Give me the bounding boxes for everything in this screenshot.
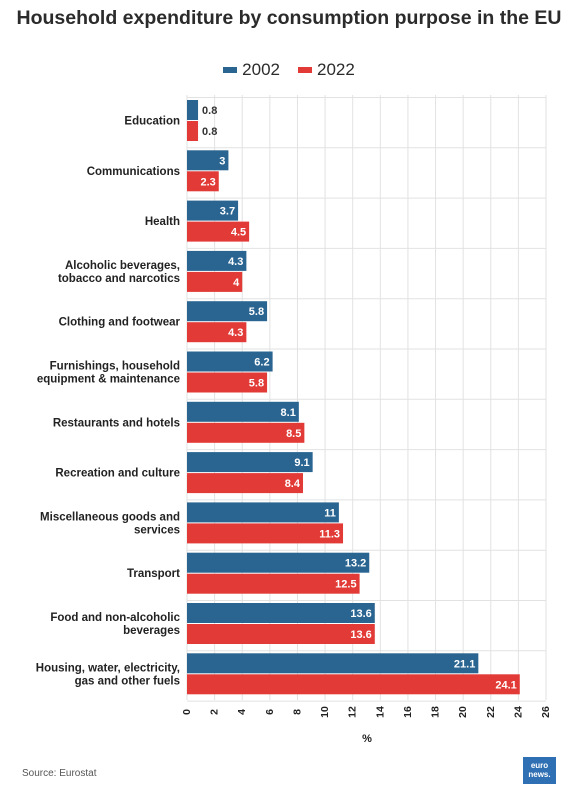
bar-2022 bbox=[187, 624, 375, 644]
x-tick-label: 6 bbox=[264, 709, 276, 715]
bar-2022 bbox=[187, 473, 303, 494]
bar-value-label: 24.1 bbox=[495, 679, 516, 691]
bar-value-label: 13.6 bbox=[350, 629, 371, 641]
x-tick-label: 12 bbox=[347, 706, 359, 718]
x-tick-label: 10 bbox=[319, 706, 331, 718]
logo-line-2: news. bbox=[528, 770, 551, 779]
category-label: equipment & maintenance bbox=[37, 374, 180, 386]
bar-value-label: 5.8 bbox=[249, 378, 264, 390]
bar-value-label: 0.8 bbox=[202, 126, 217, 138]
logo-line-1: euro bbox=[530, 761, 549, 770]
bar-value-label: 2.3 bbox=[200, 176, 215, 188]
bar-2002 bbox=[187, 401, 299, 422]
legend-item-2022: 2022 bbox=[298, 60, 355, 80]
bar-value-label: 21.1 bbox=[454, 658, 475, 670]
bar-value-label: 8.1 bbox=[281, 407, 296, 419]
x-axis-label: % bbox=[362, 733, 372, 745]
bar-2002 bbox=[187, 502, 339, 523]
euronews-logo: euro news. bbox=[523, 757, 556, 784]
category-label: Furnishings, household bbox=[50, 361, 180, 373]
category-label: Transport bbox=[127, 568, 180, 580]
bar-2022 bbox=[187, 422, 305, 443]
category-label: Miscellaneous goods and bbox=[40, 511, 180, 523]
bar-value-label: 11 bbox=[324, 507, 336, 519]
bar-value-label: 3 bbox=[219, 155, 225, 167]
x-tick-label: 14 bbox=[374, 706, 386, 718]
bar-2022 bbox=[187, 674, 520, 695]
bar-2002 bbox=[187, 653, 479, 674]
chart-title: Household expenditure by consumption pur… bbox=[16, 7, 562, 29]
category-label: Housing, water, electricity, bbox=[36, 662, 180, 674]
bar-value-label: 8.4 bbox=[285, 478, 301, 490]
bar-2002 bbox=[187, 351, 273, 372]
bar-chart: 0.8 0.8 Education 3 2.3 Communications 3.7 4.5 H… bbox=[36, 95, 552, 745]
bar-2002 bbox=[187, 603, 375, 623]
category-label: beverages bbox=[123, 625, 180, 637]
legend-item-2002: 2002 bbox=[223, 60, 280, 80]
category-label: Communications bbox=[87, 166, 180, 178]
bar-value-label: 11.3 bbox=[319, 528, 340, 540]
bar-2002 bbox=[187, 150, 229, 171]
x-tick-label: 16 bbox=[402, 706, 414, 718]
legend-label-2002: 2002 bbox=[242, 60, 280, 79]
category-label: gas and other fuels bbox=[75, 675, 180, 687]
bar-2022 bbox=[187, 271, 243, 292]
x-tick-label: 4 bbox=[236, 709, 248, 715]
category-label: tobacco and narcotics bbox=[58, 273, 180, 285]
category-label: Health bbox=[145, 216, 180, 228]
bar-value-label: 0.8 bbox=[202, 105, 217, 117]
bar-value-label: 9.1 bbox=[294, 457, 309, 469]
bar-2022 bbox=[187, 523, 344, 544]
x-tick-label: 20 bbox=[457, 706, 469, 718]
legend-swatch-2002 bbox=[223, 67, 238, 73]
bar-value-label: 12.5 bbox=[335, 579, 356, 591]
category-label: Restaurants and hotels bbox=[53, 417, 180, 429]
bar-value-label: 4 bbox=[233, 277, 240, 289]
bar-value-label: 6.2 bbox=[254, 357, 269, 369]
x-tick-label: 26 bbox=[540, 706, 552, 718]
x-tick-label: 22 bbox=[485, 706, 497, 718]
chart-legend: 2002 2022 bbox=[0, 60, 578, 80]
bar-value-label: 4.3 bbox=[228, 327, 243, 339]
bar-value-label: 13.2 bbox=[345, 558, 366, 570]
bar-2002 bbox=[187, 552, 370, 573]
category-label: Education bbox=[124, 116, 180, 128]
bar-2022 bbox=[187, 171, 219, 192]
x-tick-label: 0 bbox=[181, 709, 193, 715]
bar-value-label: 4.3 bbox=[228, 256, 243, 268]
bar-2002 bbox=[187, 100, 199, 120]
bar-value-label: 5.8 bbox=[249, 306, 264, 318]
category-label: Alcoholic beverages, bbox=[65, 260, 180, 272]
bar-2002 bbox=[187, 250, 247, 271]
x-tick-label: 24 bbox=[512, 706, 524, 718]
source-note: Source: Eurostat bbox=[22, 768, 97, 779]
bar-2002 bbox=[187, 301, 268, 322]
category-label: Recreation and culture bbox=[55, 468, 180, 480]
category-label: services bbox=[134, 524, 180, 536]
legend-swatch-2022 bbox=[298, 67, 312, 73]
bar-2022 bbox=[187, 221, 250, 242]
bar-2022 bbox=[187, 573, 360, 594]
x-tick-label: 18 bbox=[430, 706, 442, 718]
bar-2002 bbox=[187, 452, 313, 473]
legend-label-2022: 2022 bbox=[317, 60, 355, 79]
category-label: Food and non-alcoholic bbox=[50, 612, 180, 624]
x-tick-label: 2 bbox=[209, 709, 221, 715]
bar-value-label: 13.6 bbox=[350, 608, 371, 620]
x-tick-label: 8 bbox=[291, 709, 303, 715]
bar-2022 bbox=[187, 372, 268, 393]
bar-2022 bbox=[187, 322, 247, 343]
bar-value-label: 3.7 bbox=[220, 206, 235, 218]
bar-2002 bbox=[187, 200, 239, 221]
bar-2022 bbox=[187, 121, 199, 141]
bar-value-label: 4.5 bbox=[231, 227, 246, 239]
category-label: Clothing and footwear bbox=[59, 317, 181, 329]
bar-value-label: 8.5 bbox=[286, 428, 301, 440]
